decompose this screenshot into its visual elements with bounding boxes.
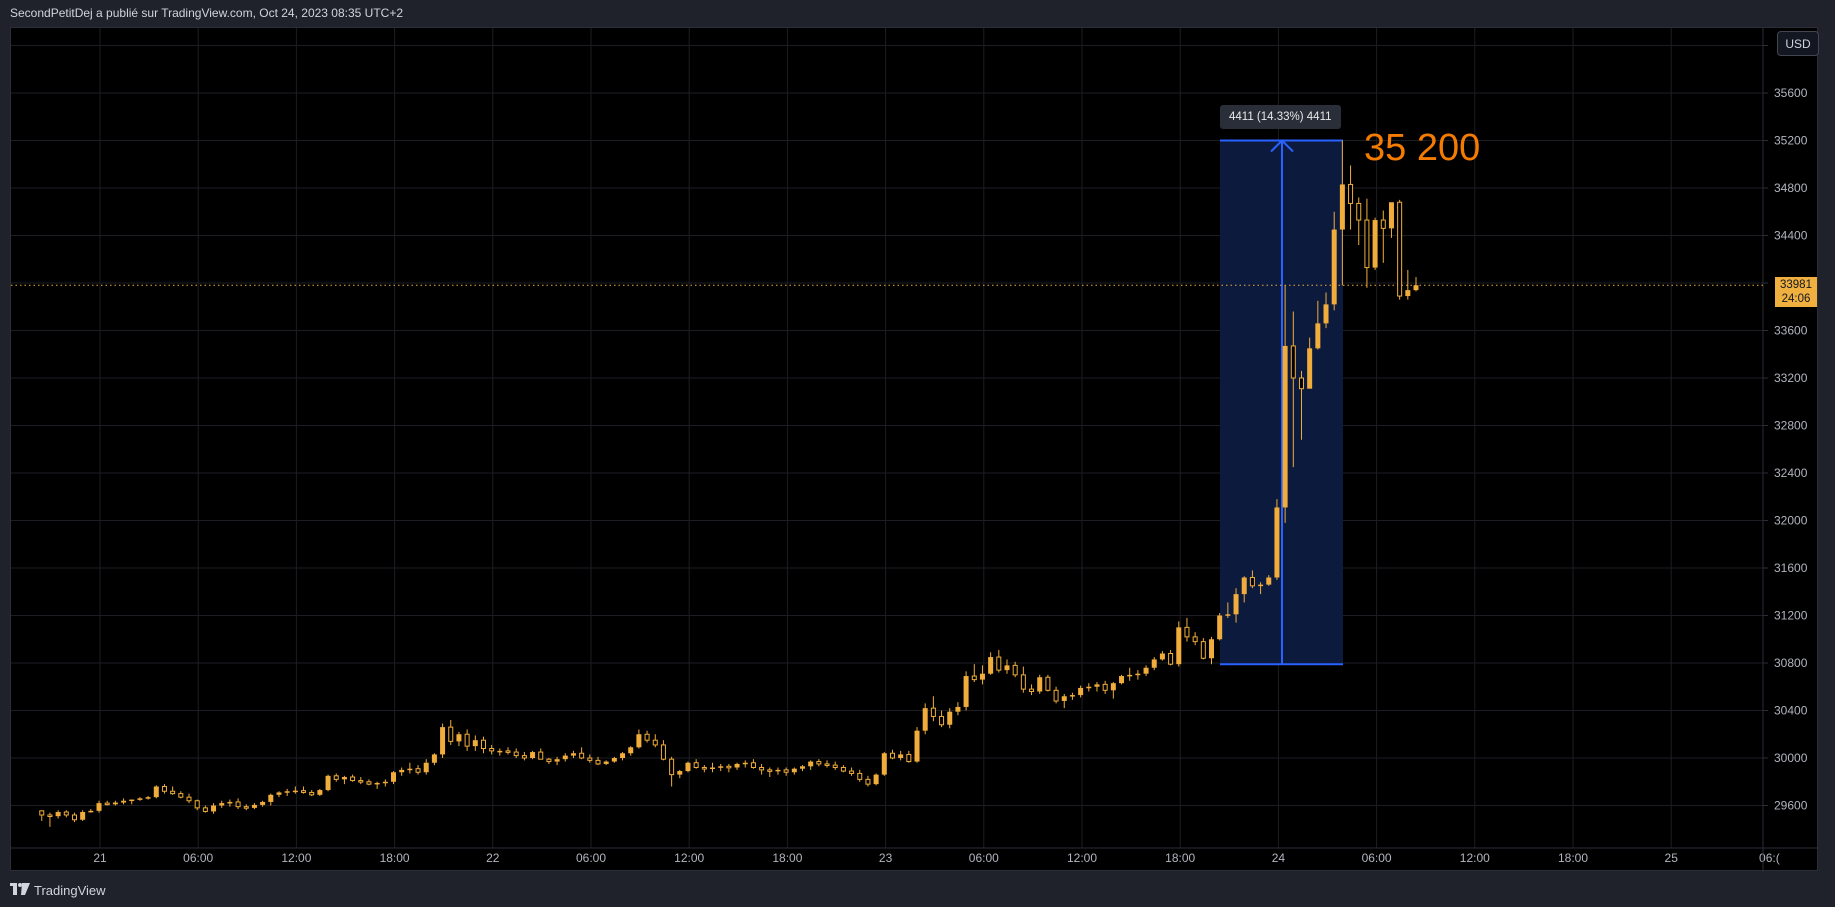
price-axis-label: 35600 — [1774, 86, 1808, 100]
price-axis-label: 32800 — [1774, 419, 1808, 433]
price-axis-label: 34800 — [1774, 181, 1808, 195]
time-axis-label: 06:00 — [969, 851, 999, 865]
time-axis-label: 06:( — [1759, 851, 1780, 865]
price-axis-label: 33600 — [1774, 324, 1808, 338]
time-axis-label: 24 — [1272, 851, 1286, 865]
bar-countdown: 24:06 — [1781, 293, 1811, 305]
price-axis-label: 33200 — [1774, 371, 1808, 385]
time-axis-label: 21 — [93, 851, 107, 865]
time-axis-label: 06:00 — [183, 851, 213, 865]
price-axis-label: 29600 — [1774, 799, 1808, 813]
footer-brand-label: TradingView — [34, 882, 106, 898]
price-axis-label: 30800 — [1774, 656, 1808, 670]
price-axis-label: 30400 — [1774, 704, 1808, 718]
price-axis-label: 35200 — [1774, 134, 1808, 148]
price-axis-label: 31600 — [1774, 561, 1808, 575]
time-axis-label: 06:00 — [1362, 851, 1392, 865]
measure-tooltip: 4411 (14.33%) 4411 — [1220, 105, 1341, 129]
time-axis-label: 22 — [486, 851, 500, 865]
price-axis-label: 32400 — [1774, 466, 1808, 480]
tradingview-logo-icon — [10, 882, 30, 898]
chart-panel[interactable]: 35600 35200 34800 34400 33600 33200 32800 32400… — [10, 27, 1819, 872]
time-axis-label: 12:00 — [281, 851, 311, 865]
time-axis-label: 12:00 — [1067, 851, 1097, 865]
time-axis-label: 06:00 — [576, 851, 606, 865]
price-axis-label: 31200 — [1774, 609, 1808, 623]
time-axis-label: 18:00 — [380, 851, 410, 865]
price-axis-label: 30000 — [1774, 751, 1808, 765]
footer-brand[interactable]: TradingView — [10, 880, 106, 900]
time-axis-label: 12:00 — [674, 851, 704, 865]
time-axis-label: 23 — [879, 851, 893, 865]
time-axis-label: 18:00 — [1558, 851, 1588, 865]
time-axis-label: 12:00 — [1460, 851, 1490, 865]
candlestick-chart[interactable]: 35600 35200 34800 34400 33600 33200 32800 32400… — [11, 28, 1819, 872]
attribution-text: SecondPetitDej a publié sur TradingView.… — [10, 6, 404, 20]
currency-button[interactable]: USD — [1777, 31, 1819, 56]
attribution-bar: SecondPetitDej a publié sur TradingView.… — [0, 0, 1835, 27]
price-axis-label: 34400 — [1774, 229, 1808, 243]
price-annotation[interactable]: 35 200 — [1364, 127, 1481, 169]
time-axis-label: 18:00 — [772, 851, 802, 865]
candles — [39, 140, 1419, 827]
time-axis-label: 25 — [1665, 851, 1679, 865]
last-price-value: 33981 — [1780, 279, 1812, 291]
price-axis-label: 32000 — [1774, 514, 1808, 528]
time-axis-label: 18:00 — [1165, 851, 1195, 865]
last-price-tag: 33981 24:06 — [1775, 277, 1817, 307]
